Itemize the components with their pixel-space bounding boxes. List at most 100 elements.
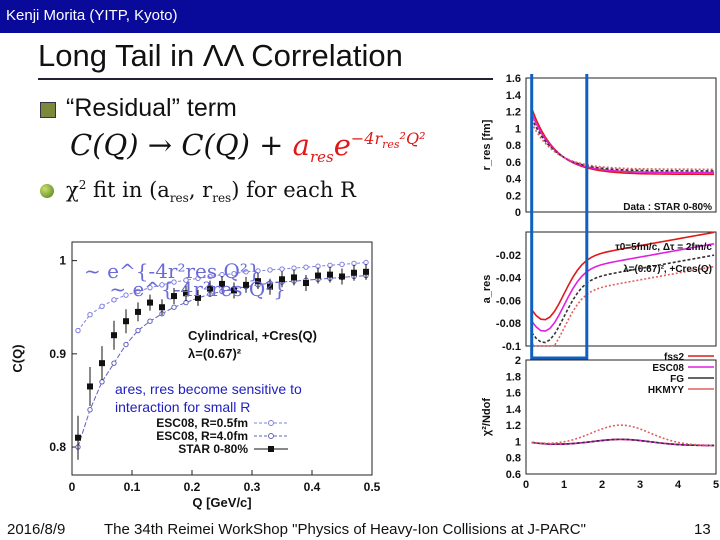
y-tick-label: 1.2: [506, 420, 521, 432]
series-curve: [531, 122, 715, 171]
y-tick-label: 0.8: [49, 440, 66, 454]
data-point: [243, 281, 249, 288]
series-curve: [531, 242, 715, 332]
y-tick-label: -0.1: [502, 341, 521, 353]
legend-marker: [268, 433, 274, 439]
data-point: [159, 304, 165, 311]
x-tick-label: 0.5: [364, 480, 381, 494]
series-point: [207, 273, 213, 280]
legend-marker: [268, 420, 274, 426]
panel-frame: [525, 231, 717, 347]
y-tick-label: -0.02: [496, 250, 521, 262]
y-tick-label: -0.04: [496, 273, 522, 285]
footer-workshop: The 34th Reimei WorkShop "Physics of Hea…: [104, 521, 586, 538]
data-point: [171, 293, 177, 300]
author-label: Kenji Morita (YITP, Kyoto): [6, 7, 178, 24]
legend-label: STAR 0-80%: [178, 442, 248, 456]
data-point: [123, 318, 129, 325]
annotation-exp-upper: ~ e^{-4r²res Q²}: [84, 259, 261, 283]
y-tick-label: 0.8: [506, 140, 521, 152]
series-point: [99, 303, 105, 310]
series-point: [195, 275, 201, 282]
series-curve: [530, 117, 715, 172]
plot-frame: [71, 241, 373, 476]
y-tick-label: 1: [515, 123, 521, 135]
panel-annotation: Data : STAR 0-80%: [623, 202, 712, 213]
panel-annotation: λ=(0.67)², +Cres(Q): [623, 264, 712, 275]
series-point: [171, 279, 177, 285]
data-point: [183, 290, 189, 297]
data-point: [147, 299, 153, 306]
annotation-sensitive-1: ares, rres become sensitive to: [115, 381, 302, 397]
x-axis-label: Q [GeV/c]: [192, 495, 251, 510]
legend-label: fss2: [664, 352, 684, 363]
fit-parameters-chart: 0 0.2 0.4 0.6 0.8 1 1.2 1.4 1.6 r_res [fm] Data : …: [481, 74, 719, 491]
y-tick-label: -0.06: [496, 295, 521, 307]
series-point: [267, 267, 273, 273]
series-point: [279, 266, 285, 272]
y-tick-label: 0.4: [506, 174, 522, 186]
series-point: [147, 284, 153, 291]
series-curve: [531, 265, 715, 347]
x-tick-label: 0: [69, 480, 76, 494]
annotation-exp-lower: ~ e^{-4r²res Q²}: [109, 277, 286, 301]
data-point: [231, 287, 237, 294]
data-point: [99, 360, 105, 367]
x-tick-label: 5: [713, 479, 719, 491]
highlight-box: [530, 74, 589, 360]
panel-frame: [525, 77, 717, 213]
residual-formula: C(Q) → C(Q) + arese−4rres²Q²: [70, 128, 425, 166]
series-point: [147, 318, 153, 324]
y-tick-label: 1: [515, 436, 521, 448]
y-tick-label: 2: [515, 355, 521, 367]
y-tick-label: 0: [515, 207, 521, 219]
series-point: [75, 327, 81, 334]
data-point: [303, 280, 309, 287]
series-point: [123, 341, 129, 348]
annotation-sensitive-2: interaction for small R: [115, 399, 250, 415]
formula-ares: arese−4rres²Q²: [292, 128, 426, 166]
series-point: [123, 292, 129, 298]
panel-y-label: a_res: [481, 275, 493, 304]
y-tick-label: 1.6: [506, 388, 521, 400]
panel-frame: [525, 359, 717, 475]
correlation-function-chart: 0 0.1 0.2 0.3 0.4 0.5 0.8 0.9 1 Q [GeV/c] C(Q) ~ e^…: [10, 241, 381, 510]
y-tick-label: 1.2: [506, 107, 521, 119]
y-tick-label: -0.08: [496, 318, 521, 330]
x-tick-label: 0.2: [184, 480, 201, 494]
data-point: [75, 434, 81, 441]
bullet-chi2-fit: χ2 fit in (ares, rres) for each R: [66, 178, 356, 206]
round-bullet-icon: [40, 184, 54, 198]
legend-label: ESC08, R=0.5fm: [156, 416, 248, 430]
series-curve: [531, 231, 715, 321]
series-point: [243, 269, 249, 275]
legend-marker: [268, 446, 274, 452]
y-tick-label: 1.4: [506, 404, 522, 416]
annotation-model: Cylindrical, +Cres(Q): [188, 328, 317, 343]
series-point: [231, 270, 237, 277]
x-tick-label: 1: [561, 479, 567, 491]
data-point: [291, 274, 297, 281]
x-tick-label: 0.1: [124, 480, 141, 494]
legend-label: ESC08, R=4.0fm: [156, 429, 248, 443]
data-point: [363, 268, 369, 275]
x-tick-label: 0.3: [244, 480, 261, 494]
data-point: [111, 332, 117, 339]
slide-title: Long Tail in ΛΛ Correlation: [38, 38, 403, 73]
series-point: [171, 304, 177, 310]
series-point: [159, 282, 165, 288]
series-curve: [531, 438, 715, 447]
series-point: [183, 277, 189, 283]
legend-label: FG: [670, 374, 684, 385]
y-tick-label: 1.4: [506, 90, 522, 102]
series-point: [303, 264, 309, 270]
series-point: [99, 379, 105, 385]
data-point: [279, 276, 285, 283]
series-point: [87, 407, 93, 413]
series-curve: [530, 108, 715, 176]
top-bar: Kenji Morita (YITP, Kyoto): [0, 0, 720, 33]
x-tick-label: 2: [599, 479, 605, 491]
y-tick-label: 0.9: [49, 347, 66, 361]
formula-lhs: C(Q) → C(Q) +: [70, 128, 293, 162]
series-point: [87, 311, 93, 318]
